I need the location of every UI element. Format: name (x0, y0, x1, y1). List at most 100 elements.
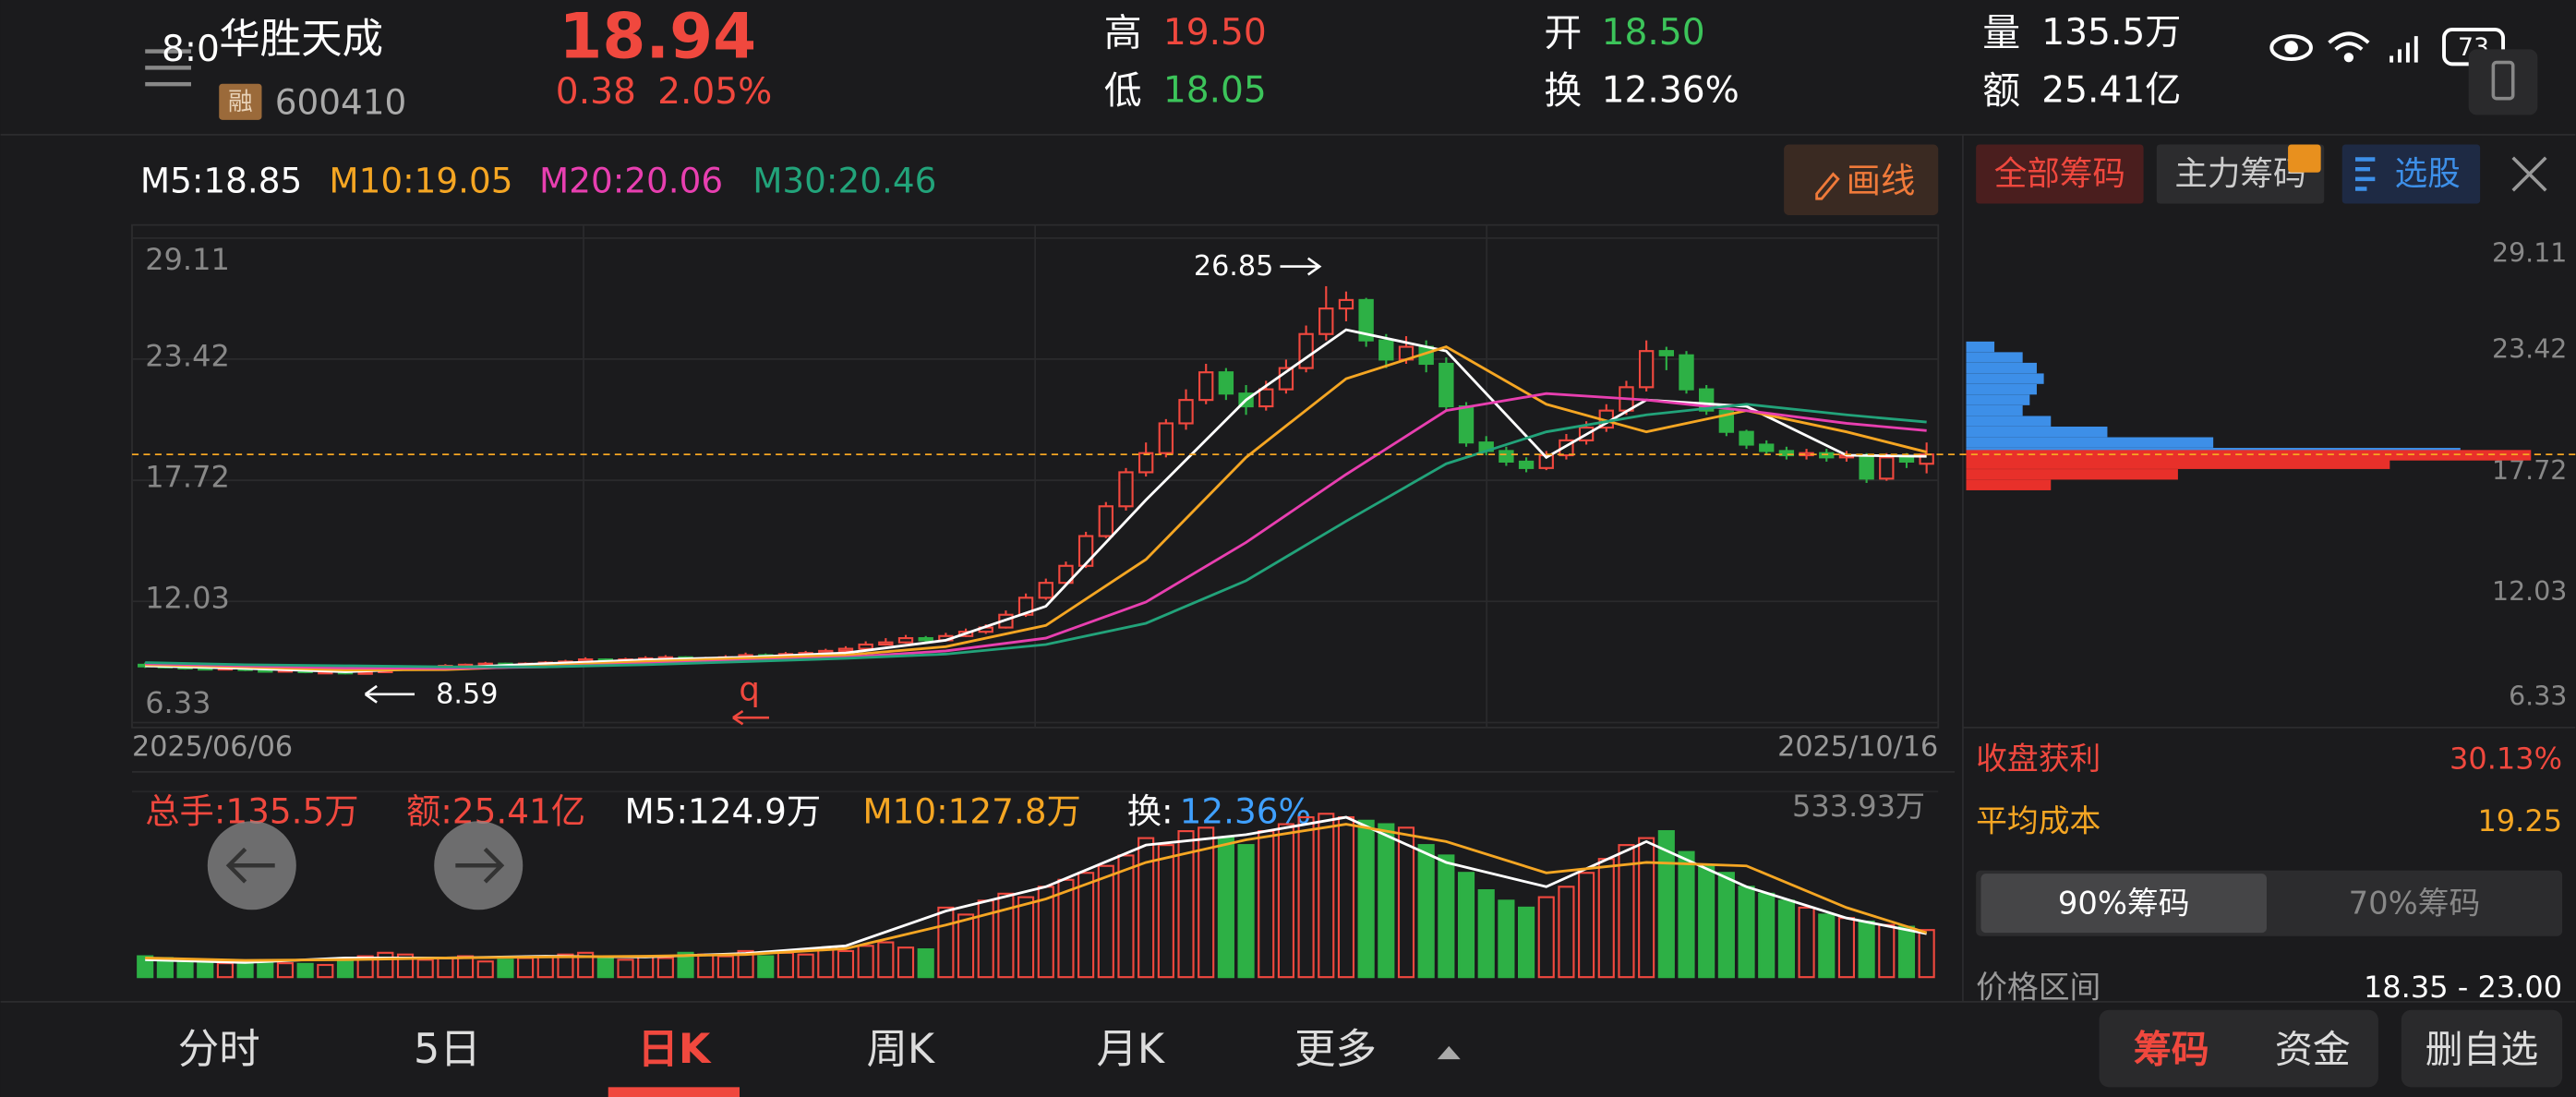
volume-bar (897, 946, 915, 979)
volume-bar (1638, 837, 1655, 979)
y-tick-label: 23.42 (145, 338, 230, 373)
fullscreen-icon (2491, 60, 2515, 101)
menu-icon[interactable] (145, 49, 191, 87)
tab[interactable]: 月K (1096, 1026, 1165, 1073)
close-button[interactable] (2511, 156, 2547, 192)
tab-active[interactable]: 日K (637, 1026, 711, 1073)
candle-body (1638, 350, 1655, 389)
fullscreen-button[interactable] (2468, 49, 2538, 115)
y-tick-label: 12.03 (145, 581, 230, 616)
tag: 融 (228, 88, 253, 116)
candle-body (1318, 307, 1334, 335)
chip-tab-pick[interactable] (2341, 144, 2481, 204)
volume-bar (1517, 906, 1535, 979)
tab[interactable]: 更多 (1294, 1026, 1377, 1073)
candle-body (1038, 582, 1053, 599)
candle-body (1879, 456, 1895, 480)
chip-tab-label: 主力筹码 (2174, 155, 2305, 193)
chip-tab-label: 选股 (2395, 155, 2461, 193)
tab[interactable]: 分时 (178, 1026, 260, 1073)
action[interactable]: 资金 (2275, 1027, 2351, 1071)
candle-body (1077, 535, 1094, 567)
volume-bar (396, 953, 415, 979)
marker-arrow (732, 709, 770, 726)
chip-bar (1966, 373, 2044, 384)
candle-body (878, 641, 894, 646)
volume-bar (1717, 872, 1735, 979)
candle-body (918, 637, 933, 642)
chip-bar (1966, 450, 2532, 461)
chip-bar (1966, 341, 1995, 353)
status-time: 8:0 (162, 29, 220, 70)
tab[interactable]: 周K (866, 1026, 935, 1073)
action[interactable]: 删自选 (2426, 1027, 2539, 1071)
toggle-label[interactable]: 70%筹码 (2349, 886, 2481, 922)
cost: 19.25 (2477, 803, 2562, 838)
candle-body (1017, 597, 1034, 616)
chip-tab-main[interactable] (2156, 144, 2325, 204)
chip-bar (1966, 469, 2178, 480)
candle-body (1679, 354, 1694, 391)
volume-bar (476, 960, 494, 979)
ma-legend: M10:19.05 (329, 161, 512, 201)
volume-bar (617, 958, 634, 979)
y-tick-label: 29.11 (145, 242, 230, 277)
volume-bar (557, 953, 574, 979)
ma-legend: M30:20.46 (752, 161, 936, 201)
high-arrow (1280, 257, 1322, 276)
next-button[interactable] (434, 821, 524, 910)
vol-ma-legend: M5:124.9万 (625, 791, 822, 832)
volume-bar (377, 951, 394, 979)
change: 0.38 (556, 71, 636, 113)
chip-bar (1966, 362, 2037, 374)
volume-bar (737, 949, 754, 979)
candle-body (1258, 388, 1274, 408)
volume-bar (317, 963, 334, 979)
volume-bar (1017, 896, 1035, 979)
ma-line (145, 392, 1927, 670)
vol-ma-line (145, 823, 1928, 962)
toggle-label: 90%筹码 (2058, 886, 2190, 922)
volume-bar (1277, 823, 1294, 979)
volume-bar (137, 955, 154, 979)
chip-bar (1966, 458, 2390, 469)
candle-body (1759, 443, 1775, 452)
profit: 30.13% (2450, 741, 2562, 777)
volume-bar (296, 962, 314, 979)
vol-tick-label: 533.93万 (1792, 789, 1925, 824)
candle-body (1859, 453, 1874, 480)
toggle-on[interactable] (1980, 874, 2267, 934)
tab[interactable]: 5日 (414, 1026, 481, 1073)
more-caret (1437, 1045, 1461, 1060)
volume-bar (1217, 837, 1234, 979)
chip-bar (1966, 404, 2023, 416)
chip-tab-all[interactable] (1976, 144, 2144, 204)
volume-bar (1758, 892, 1776, 979)
stock-code: 600410 (275, 81, 407, 122)
chip-bar (1966, 394, 2030, 405)
candle-body (1538, 453, 1554, 469)
volume-bar (596, 957, 614, 979)
chip-bar (1966, 437, 2214, 448)
volume-bar (1417, 844, 1435, 979)
candle-body (1098, 505, 1113, 537)
chip-bar (1966, 479, 2052, 490)
chip-bar (1966, 352, 2023, 363)
profit-label: 收盘获利 (1976, 741, 2101, 777)
candle-body (1058, 564, 1074, 585)
volume-bar (757, 955, 775, 979)
prev-button[interactable] (207, 821, 296, 910)
volume-bar (1157, 844, 1174, 979)
volume-bar (457, 955, 475, 979)
volume-bar (1318, 813, 1335, 979)
volume-bar (1438, 854, 1455, 979)
turnover: 12.36% (1602, 69, 1739, 111)
action[interactable]: 筹码 (2134, 1027, 2209, 1071)
candle-body (1438, 362, 1454, 408)
candle-body (1778, 450, 1795, 457)
chip-bar (1966, 383, 2037, 395)
volume-bar (1138, 837, 1155, 979)
cost-label: 平均成本 (1976, 803, 2101, 839)
amount-label: 额 (1982, 68, 2020, 113)
